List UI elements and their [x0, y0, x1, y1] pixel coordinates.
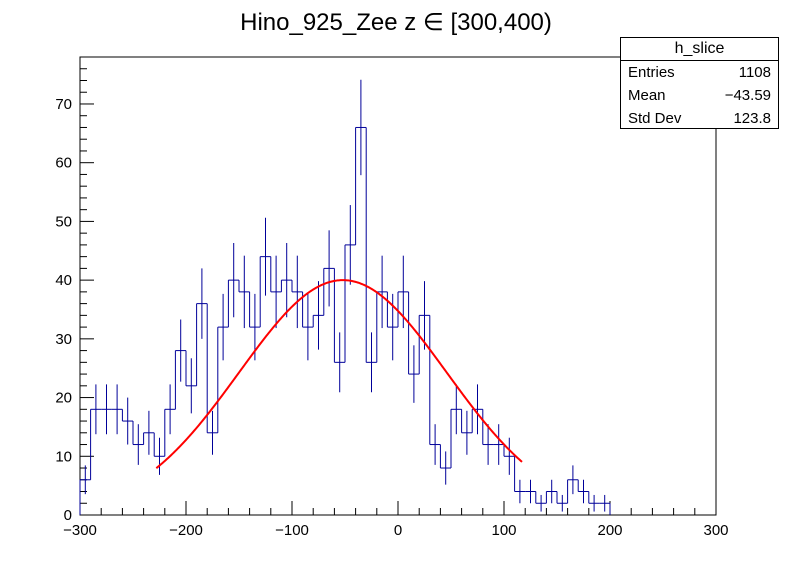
y-tick-label: 40 [55, 272, 72, 289]
y-tick-label: 60 [55, 155, 72, 172]
stats-label: Entries [628, 64, 675, 81]
gaussian-fit-curve [155, 279, 523, 469]
y-tick-label: 70 [55, 96, 72, 113]
y-tick-label: 10 [55, 448, 72, 465]
stats-value: 1108 [738, 64, 771, 81]
stats-label: Mean [628, 87, 666, 104]
stats-row-mean: Mean −43.59 [621, 84, 778, 107]
stats-row-entries: Entries 1108 [621, 61, 778, 84]
x-tick-label: 0 [394, 522, 402, 539]
histogram-layer [79, 79, 611, 515]
stats-box: h_slice Entries 1108 Mean −43.59 Std Dev… [620, 37, 779, 129]
y-axis: 0 10 20 30 40 50 60 70 [55, 56, 94, 524]
stats-row-std-dev: Std Dev 123.8 [621, 107, 778, 130]
y-tick-label: 30 [55, 331, 72, 348]
x-tick-label: −100 [275, 522, 309, 539]
y-tick-label: 20 [55, 390, 72, 407]
fit-layer [155, 279, 523, 469]
stats-value: −43.59 [724, 87, 771, 104]
stats-title: h_slice [621, 38, 778, 61]
x-tick-label: 300 [703, 522, 728, 539]
x-tick-label: −300 [63, 522, 97, 539]
x-tick-label: 200 [597, 522, 622, 539]
chart-title: Hino_925_Zee z ∈ [300,400) [240, 9, 552, 36]
x-tick-label: 100 [491, 522, 516, 539]
x-tick-label: −200 [169, 522, 203, 539]
y-tick-label: 0 [64, 507, 72, 524]
stats-value: 123.8 [733, 110, 771, 127]
x-axis: −300 −200 −100 0 100 200 300 [63, 501, 729, 539]
stats-label: Std Dev [628, 110, 682, 127]
y-tick-label: 50 [55, 213, 72, 230]
